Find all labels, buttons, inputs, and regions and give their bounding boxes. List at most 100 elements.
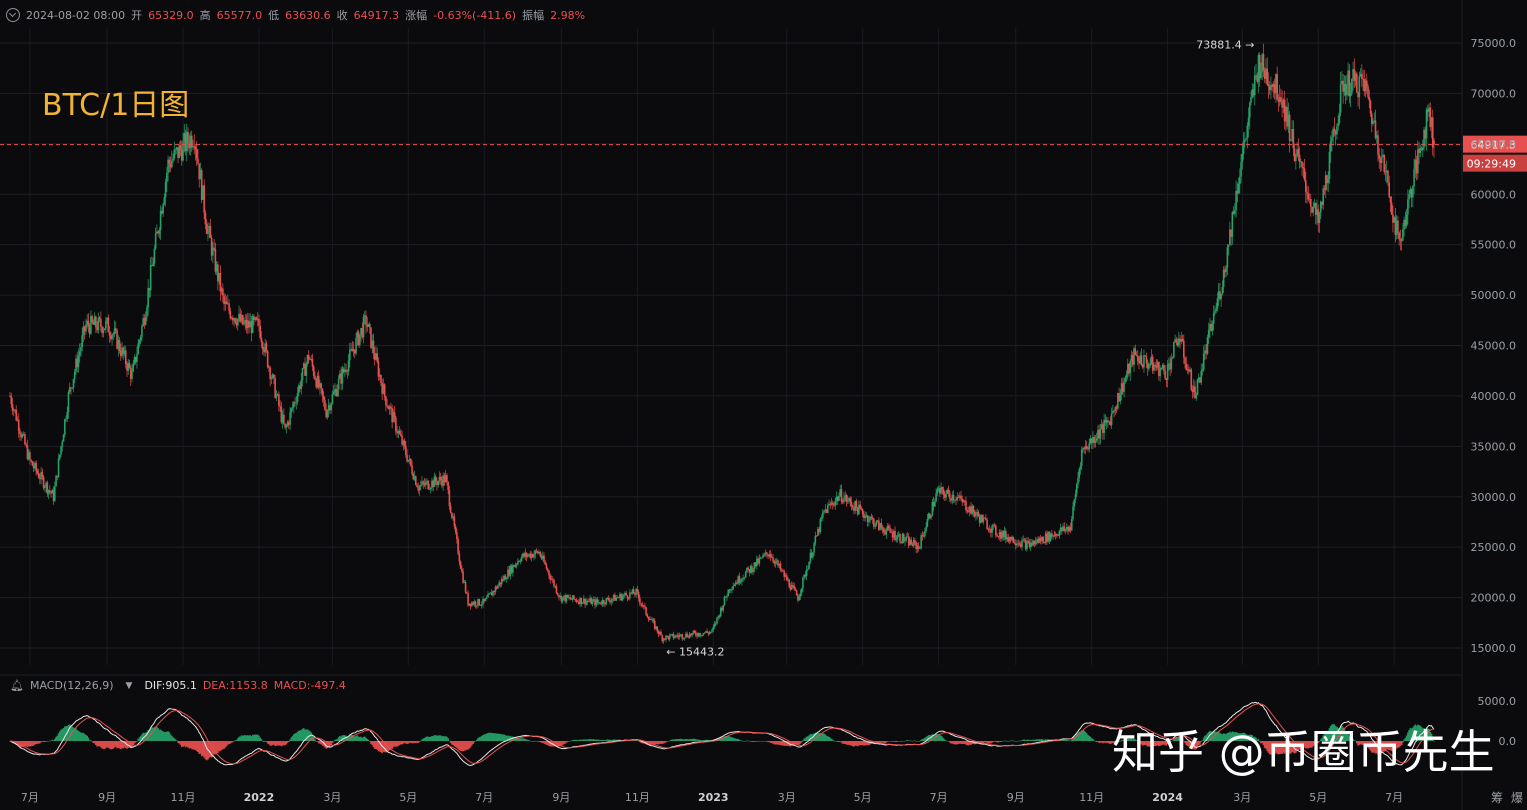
macd-histogram-bar: [285, 741, 288, 745]
candle-body: [71, 387, 74, 389]
candle-body: [162, 204, 164, 214]
macd-histogram-bar: [757, 741, 759, 742]
macd-histogram-bar: [927, 735, 930, 741]
macd-histogram-bar: [1134, 739, 1137, 741]
macd-histogram-bar: [600, 740, 603, 741]
macd-histogram-bar: [1288, 741, 1291, 754]
macd-histogram-bar: [1139, 741, 1142, 744]
alert-bell-icon[interactable]: 🔔︎: [10, 679, 24, 692]
macd-histogram-bar: [1104, 741, 1107, 743]
macd-histogram-bar: [1414, 724, 1417, 741]
candle-body: [885, 530, 888, 535]
candle-body: [564, 595, 566, 602]
collapse-icon[interactable]: [6, 8, 20, 22]
macd-histogram-bar: [558, 741, 560, 747]
candle-body: [568, 597, 570, 599]
candle-body: [122, 347, 125, 355]
macd-histogram-bar: [1210, 731, 1212, 741]
candle-body: [434, 476, 437, 482]
candle-body: [602, 600, 605, 604]
macd-histogram-bar: [416, 741, 418, 743]
macd-histogram-bar: [658, 741, 661, 744]
candle-body: [1262, 54, 1265, 71]
candle-body: [498, 582, 500, 586]
candle-body: [925, 526, 927, 532]
candle-body: [731, 589, 733, 590]
macd-histogram-bar: [925, 737, 927, 741]
macd-histogram-bar: [996, 741, 998, 743]
candle-body: [1181, 338, 1184, 341]
macd-histogram-bar: [843, 741, 845, 744]
macd-histogram-bar: [234, 740, 237, 741]
candle-body: [507, 569, 509, 579]
macd-histogram-bar: [446, 736, 448, 741]
macd-histogram-bar: [393, 741, 396, 747]
price-tick-label: 20000.0: [1471, 592, 1517, 605]
candle-body: [935, 493, 937, 502]
candle-body: [894, 530, 896, 541]
candle-body: [281, 414, 284, 423]
macd-histogram-bar: [1300, 741, 1302, 749]
macd-histogram-bar: [1253, 736, 1256, 741]
candle-body: [1298, 154, 1301, 163]
macd-histogram-bar: [82, 732, 85, 741]
macd-histogram-bar: [1230, 732, 1232, 741]
candle-body: [1079, 466, 1082, 470]
candle-body: [132, 363, 135, 372]
candle-body: [223, 295, 225, 304]
macd-histogram-bar: [505, 735, 508, 741]
macd-histogram-bar: [1257, 738, 1260, 741]
macd-histogram-bar: [1065, 739, 1068, 741]
candle-body: [576, 601, 579, 603]
macd-histogram-bar: [1078, 731, 1081, 741]
candle-body: [1155, 366, 1158, 368]
macd-histogram-bar: [605, 739, 608, 741]
time-axis[interactable]: 7月 9月 11月 2022 3月 5月 7月 9月 11月 2023 3月 5月 7月 9月 11月 202…: [21, 791, 1403, 804]
candle-body: [596, 599, 599, 603]
candle-body: [462, 571, 464, 583]
macd-histogram-bar: [381, 741, 383, 754]
candle-body: [787, 579, 789, 581]
macd-histogram-bar: [173, 738, 176, 741]
macd-histogram-bar: [317, 741, 320, 744]
candle-body: [1073, 499, 1076, 507]
candle-body: [1358, 76, 1361, 98]
chip-tool[interactable]: 筹: [1490, 791, 1503, 805]
macd-histogram-bar: [44, 741, 46, 742]
macd-histogram-bar: [1014, 741, 1017, 742]
candlestick-series: [9, 43, 1435, 644]
macd-histogram-bar: [32, 741, 35, 746]
macd-name[interactable]: MACD(12,26,9): [29, 679, 114, 692]
macd-histogram-bar: [701, 740, 703, 741]
macd-histogram-bar: [1328, 728, 1331, 741]
macd-histogram-bar: [139, 735, 142, 741]
candle-body: [583, 598, 585, 603]
price-axis[interactable]: 15000.020000.025000.030000.035000.040000…: [1471, 37, 1517, 655]
candle-body: [1002, 531, 1005, 538]
macd-histogram-bar: [253, 734, 255, 741]
candle-body: [844, 495, 847, 498]
candle-body: [503, 575, 505, 581]
candle-body: [258, 318, 260, 326]
macd-histogram-bar: [1068, 740, 1071, 741]
candle-body: [357, 331, 360, 346]
macd-histogram-bar: [676, 738, 678, 741]
macd-histogram-bar: [1120, 739, 1123, 741]
candle-body: [597, 602, 600, 603]
candle-body: [469, 603, 472, 607]
chevron-down-icon[interactable]: ▼: [125, 680, 133, 691]
macd-histogram-bar: [1241, 733, 1244, 741]
candle-body: [859, 504, 861, 509]
candle-body: [9, 395, 11, 397]
macd-histogram-bar: [594, 739, 596, 741]
candle-body: [288, 422, 290, 425]
candle-body: [802, 577, 804, 589]
candle-body: [424, 481, 427, 486]
macd-histogram-bar: [1153, 741, 1155, 747]
macd-histogram-bar: [741, 740, 743, 742]
candle-body: [696, 635, 698, 637]
macd-histogram-bar: [1370, 741, 1373, 753]
macd-histogram-bar: [1426, 728, 1429, 741]
liquidation-tool[interactable]: 爆: [1510, 791, 1523, 805]
